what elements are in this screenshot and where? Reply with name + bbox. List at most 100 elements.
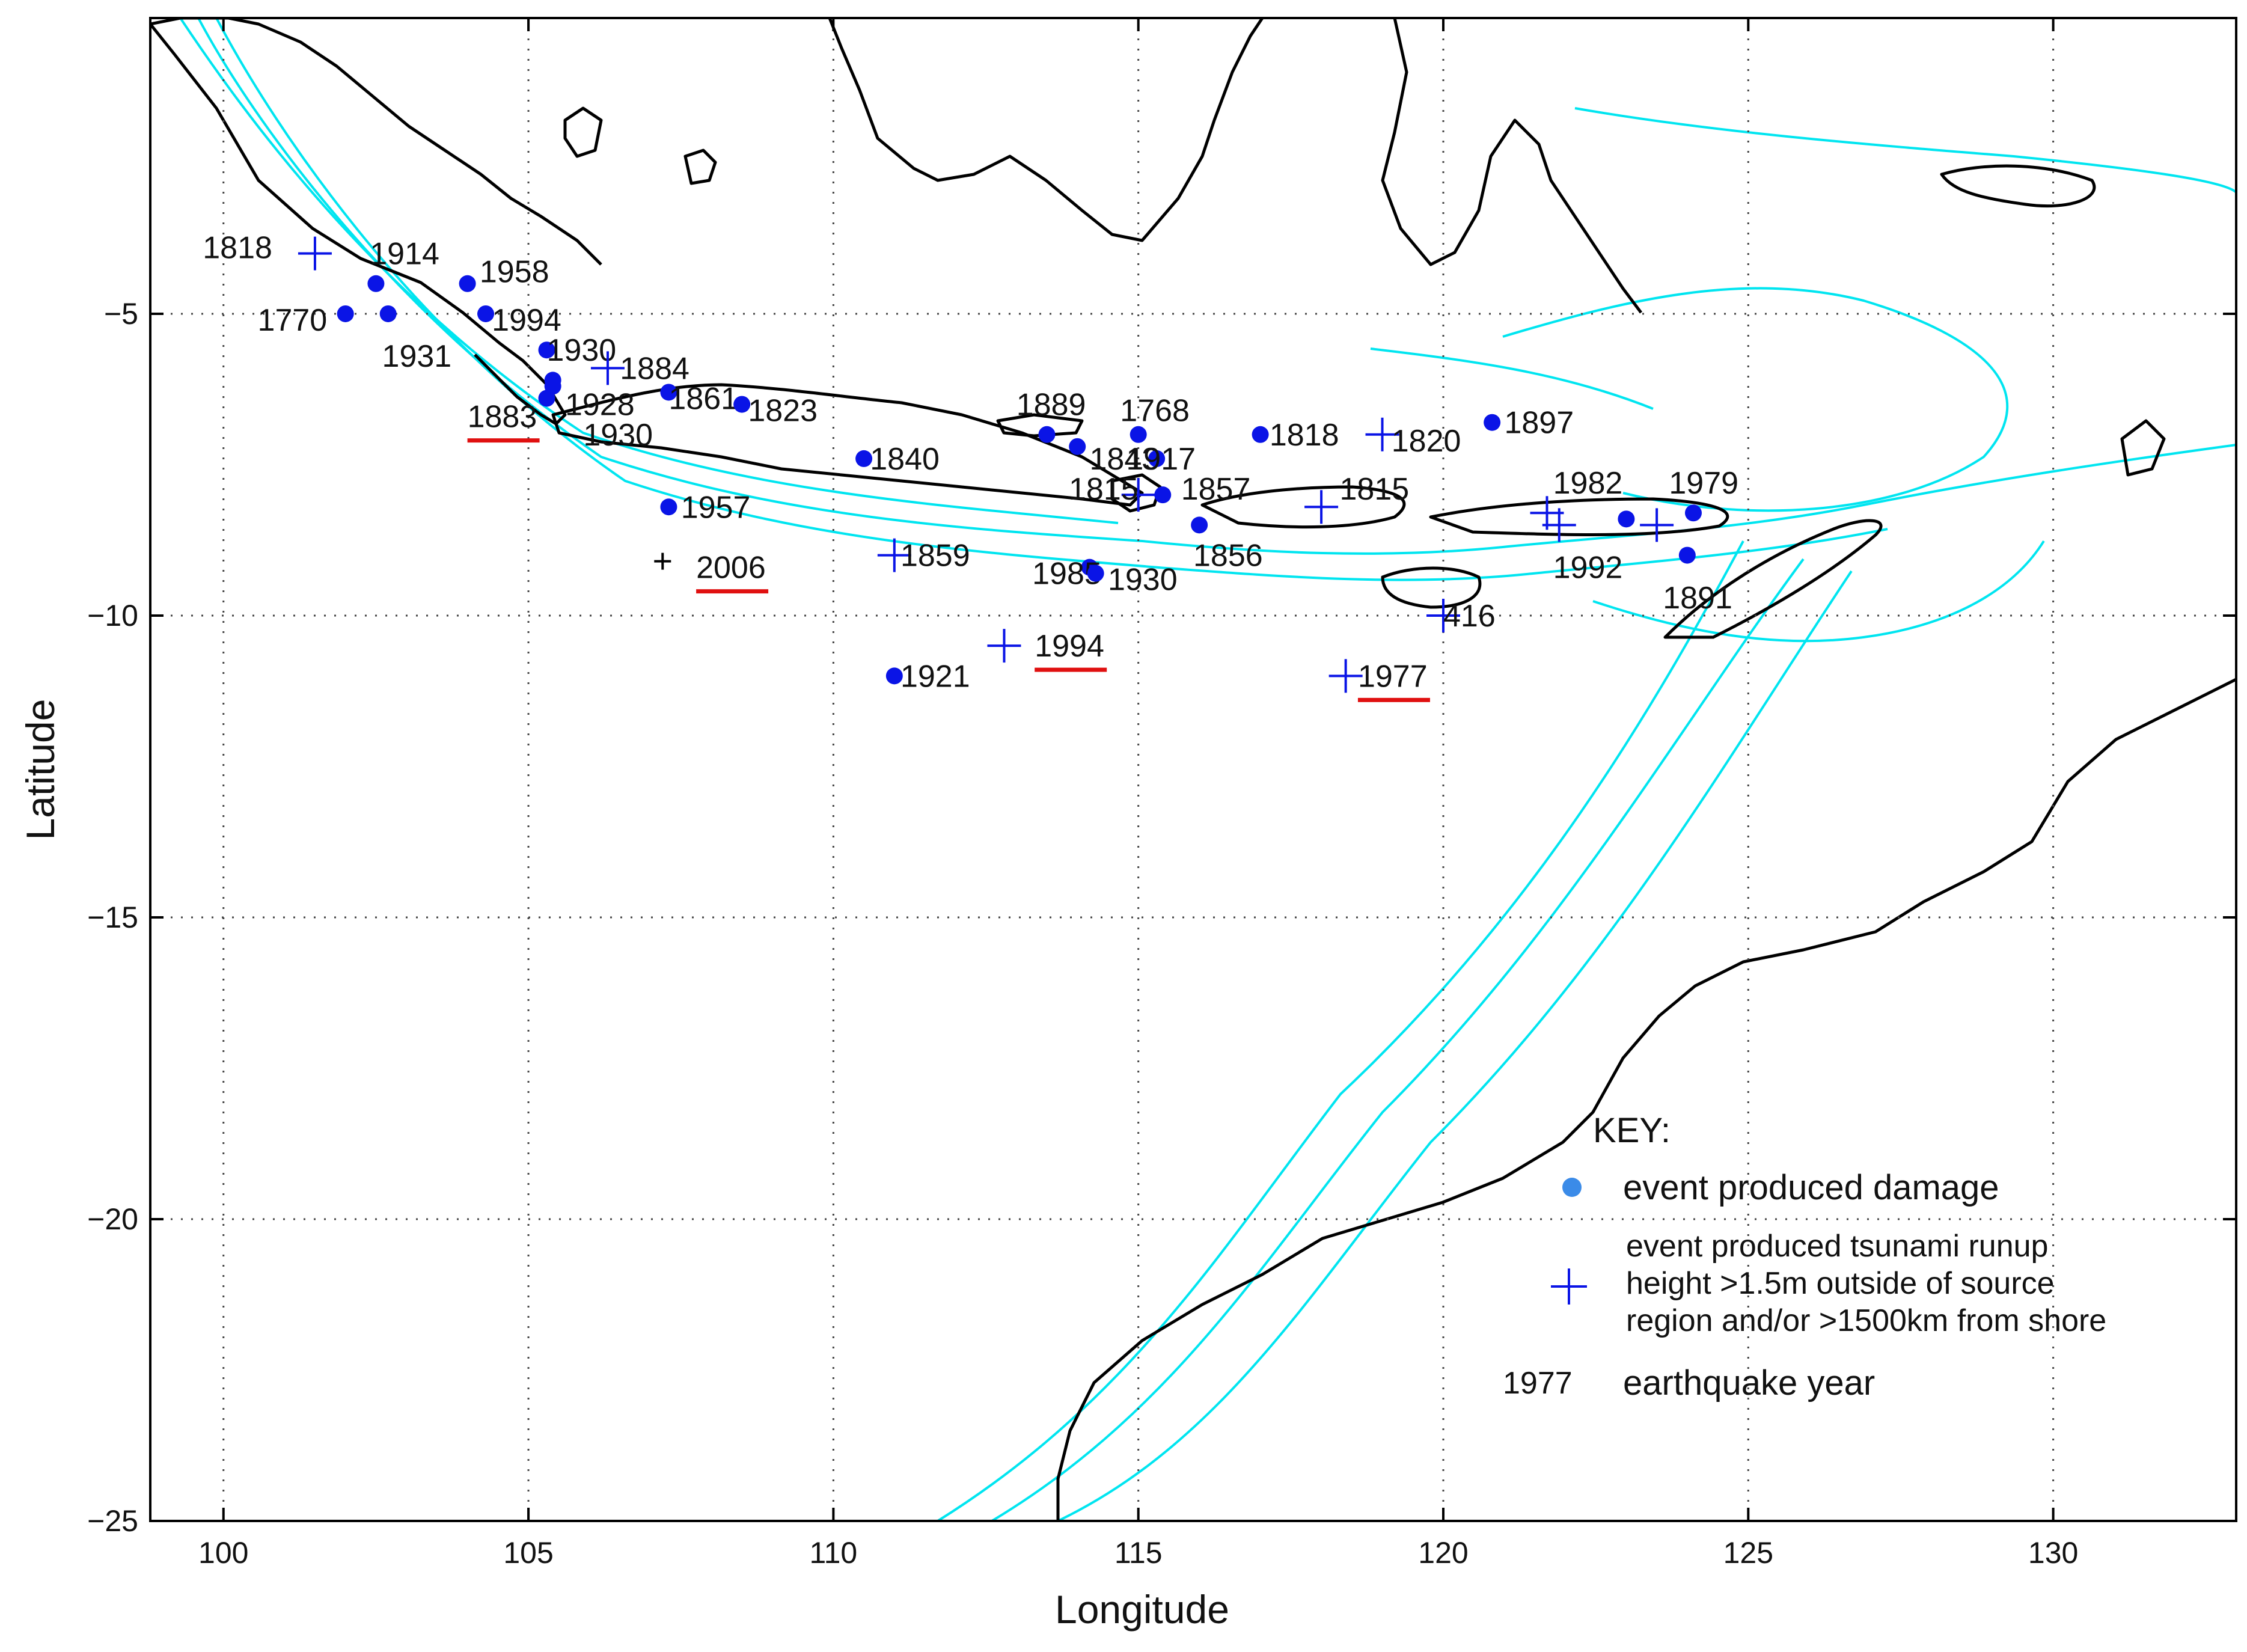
event-year-label: 1815 <box>1069 472 1139 507</box>
event-1930-27: 1930 <box>1087 563 1178 598</box>
event-1818-0: 1818 <box>203 231 332 271</box>
event-1914-1: 1914 <box>367 237 439 292</box>
event-1992-33: 1992 <box>1542 508 1622 586</box>
timor-coast <box>1663 519 1883 639</box>
sumba-coast <box>1381 566 1482 609</box>
event-year-label: 1982 <box>1553 466 1623 501</box>
x-axis-label: Longitude <box>1055 1587 1229 1632</box>
event-1921-17: 1921 <box>885 659 970 694</box>
event-year-label: 1843 <box>1090 442 1160 477</box>
event-year-label: 1897 <box>1504 406 1574 441</box>
map-key: KEY: event produced damage event produce… <box>1503 1111 2106 1403</box>
event-year-label: 1928 <box>565 388 635 423</box>
damage-dot <box>379 305 397 322</box>
event-1930-6: 1930 <box>538 333 616 368</box>
key-damage-label: event produced damage <box>1623 1168 1999 1207</box>
event-year-label: 1957 <box>681 490 751 525</box>
event-year-label: 1891 <box>1663 581 1732 616</box>
event-1931-3: 1931 <box>379 305 452 374</box>
event-1840-15: 1840 <box>855 442 940 477</box>
sulawesi-coast <box>1381 18 1642 314</box>
event-1957-13: 1957 <box>660 490 750 525</box>
ocean-ridge-contour <box>991 558 1805 1521</box>
x-tick-label: 120 <box>1418 1536 1468 1570</box>
damage-dot <box>885 667 903 685</box>
event-1857-24: 1857 <box>1154 472 1250 507</box>
kalimantan-coast <box>828 18 1264 242</box>
madura-coast <box>996 413 1084 438</box>
x-tick-label: 130 <box>2028 1536 2078 1570</box>
ocean-ridge-contour-3 <box>937 540 1744 1521</box>
event-1823-12: 1823 <box>733 394 818 429</box>
event-year-label: 1914 <box>370 237 439 272</box>
key-year-sample: 1977 <box>1503 1366 1573 1401</box>
damage-dot <box>538 341 555 359</box>
event-1820-30: 1820 <box>1365 417 1461 459</box>
y-tick-label: −5 <box>104 297 138 331</box>
event-1891-37: 1891 <box>1663 546 1732 616</box>
event-1979-34: 1979 <box>1669 466 1738 522</box>
x-tick-label: 105 <box>503 1536 553 1570</box>
event-year-label: 1818 <box>203 231 272 266</box>
lombok-sumbawa-coast <box>1200 485 1406 529</box>
key-tsunami-cross <box>1551 1268 1587 1305</box>
y-tick-label: −10 <box>87 599 138 632</box>
small-island <box>563 106 603 158</box>
event-1994-18: 1994 <box>987 629 1107 672</box>
damage-dot <box>1191 516 1208 534</box>
key-title: KEY: <box>1593 1111 1671 1150</box>
event-2006-14: 2006 <box>654 551 769 594</box>
event-year-label: 1820 <box>1392 424 1461 459</box>
event-1889-19: 1889 <box>1016 388 1086 443</box>
event-year-label: 1930 <box>583 418 653 453</box>
x-tick-label: 100 <box>198 1536 248 1570</box>
trench-contour-3 <box>179 18 1119 524</box>
sumatra-coast <box>150 23 567 426</box>
event-1815-23: 1815 <box>1069 472 1155 512</box>
event-1818-28: 1818 <box>1252 418 1339 453</box>
australia-coast <box>1056 678 2236 1521</box>
damage-dot <box>367 275 385 292</box>
event-year-label: 1931 <box>382 339 452 374</box>
banda-contour <box>1502 287 2009 512</box>
damage-dot <box>1252 426 1269 443</box>
event-year-label: 1857 <box>1181 472 1251 507</box>
event-1768-21: 1768 <box>1120 394 1190 443</box>
event-1897-31: 1897 <box>1484 406 1574 441</box>
event-year-label: 1917 <box>1126 442 1196 477</box>
event-year-label: 1856 <box>1193 539 1263 574</box>
damage-dot <box>477 305 495 322</box>
bali-coast <box>1110 473 1162 513</box>
event-year-label: 1768 <box>1120 394 1190 429</box>
key-year-label: earthquake year <box>1623 1363 1875 1403</box>
y-axis-label: Latitude <box>18 699 63 840</box>
earthquake-events: 1818 191417701931195819941930188419281883… <box>203 231 1738 702</box>
x-tick-label: 115 <box>1114 1536 1163 1570</box>
damage-dot <box>1087 564 1104 582</box>
x-tick-label: 110 <box>810 1536 858 1570</box>
damage-dot <box>1618 510 1635 528</box>
event-1843-20: 1843 <box>1069 438 1159 477</box>
key-tsunami-line1: event produced tsunami runup <box>1626 1229 2048 1264</box>
event-1958-4: 1958 <box>459 255 549 292</box>
event-year-label: 1818 <box>1270 418 1339 453</box>
key-damage-dot <box>1562 1178 1582 1197</box>
event-year-label: 1977 <box>1358 659 1428 694</box>
map-axes: 100 105 110 115 120 125 130 −5 −10 −15 −20 −25 <box>87 17 2237 1570</box>
event-year-label: 416 <box>1443 599 1496 634</box>
banda-contour-2 <box>1574 107 2236 194</box>
damage-dot <box>855 450 873 467</box>
damage-dot <box>1678 546 1696 564</box>
damage-dot <box>1484 414 1501 431</box>
event-year-label: 1815 <box>1340 472 1410 507</box>
damage-dot <box>660 498 677 516</box>
event-1884-7: 1884 <box>590 351 689 386</box>
event-year-label: 1883 <box>468 400 537 435</box>
event-year-label: 1770 <box>258 303 328 338</box>
event-year-label: 1859 <box>900 539 970 574</box>
damage-dot <box>660 384 677 401</box>
event-1856-25: 1856 <box>1191 516 1263 574</box>
event-year-label: 1994 <box>1035 629 1104 664</box>
